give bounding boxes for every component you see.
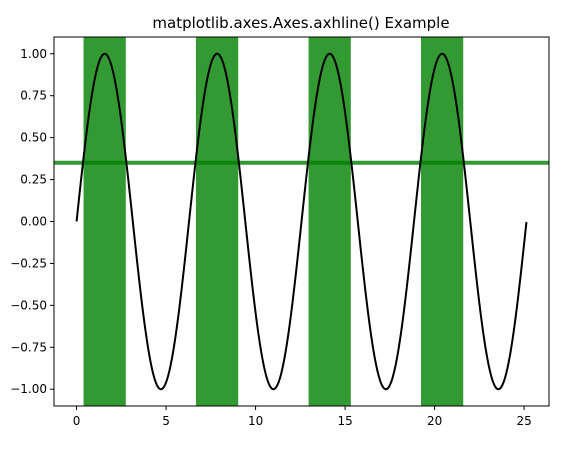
axes: 0 5 10 15 20 25 −1.00 −0.75 −0.50 −0.25 0.00 0.25 0.… <box>10 36 550 428</box>
y-tick-label: 0.00 <box>20 215 47 229</box>
chart-title: matplotlib.axes.Axes.axhline() Example <box>152 14 449 32</box>
y-tick-label: −1.00 <box>10 382 47 396</box>
y-tick-label: 1.00 <box>20 47 47 61</box>
sine-line <box>75 52 528 391</box>
x-tick-label: 20 <box>427 414 442 428</box>
y-tick-label: 0.25 <box>20 173 47 187</box>
x-tick-label: 15 <box>337 414 352 428</box>
x-tick-label: 0 <box>73 414 81 428</box>
vertical-span-1 <box>83 37 126 406</box>
vertical-span-2 <box>195 37 239 406</box>
y-tick-label: −0.25 <box>10 256 47 270</box>
x-tick-label: 10 <box>248 414 263 428</box>
y-tick-label: 0.75 <box>20 89 47 103</box>
x-tick-label: 25 <box>516 414 531 428</box>
y-tick-label: −0.50 <box>10 298 47 312</box>
plot-area <box>54 37 549 406</box>
vertical-span-4 <box>420 37 464 406</box>
y-tick-label: −0.75 <box>10 340 47 354</box>
vertical-span-3 <box>308 37 351 406</box>
y-tick-label: 0.50 <box>20 131 47 145</box>
x-tick-label: 5 <box>162 414 170 428</box>
